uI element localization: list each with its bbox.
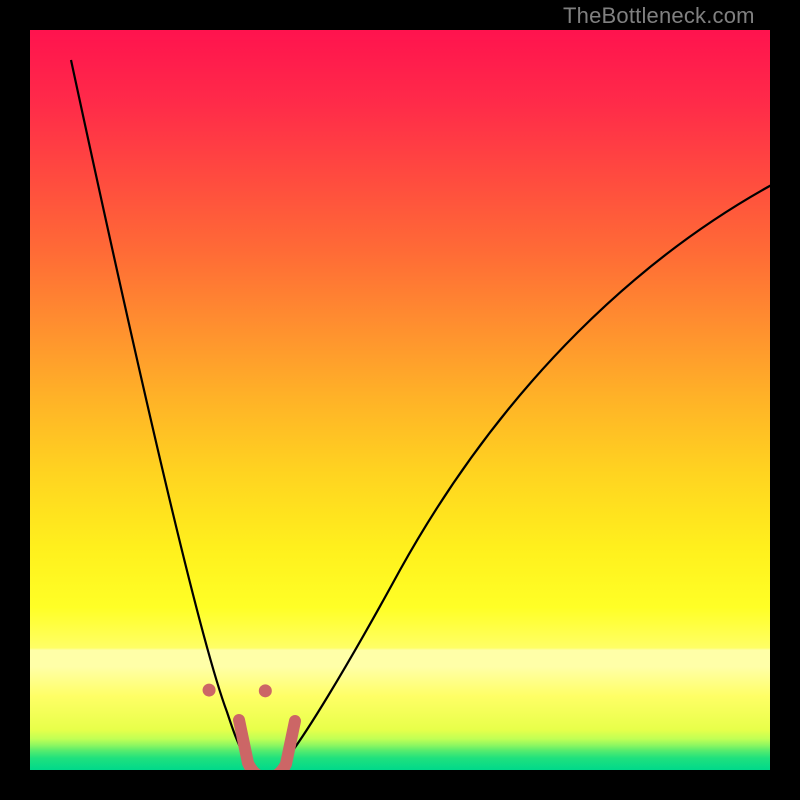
valley-marker-endpoint xyxy=(259,684,272,697)
bottleneck-chart xyxy=(30,30,770,770)
valley-marker-endpoint xyxy=(203,684,216,697)
watermark-text: TheBottleneck.com xyxy=(563,3,755,29)
chart-background xyxy=(30,30,770,770)
